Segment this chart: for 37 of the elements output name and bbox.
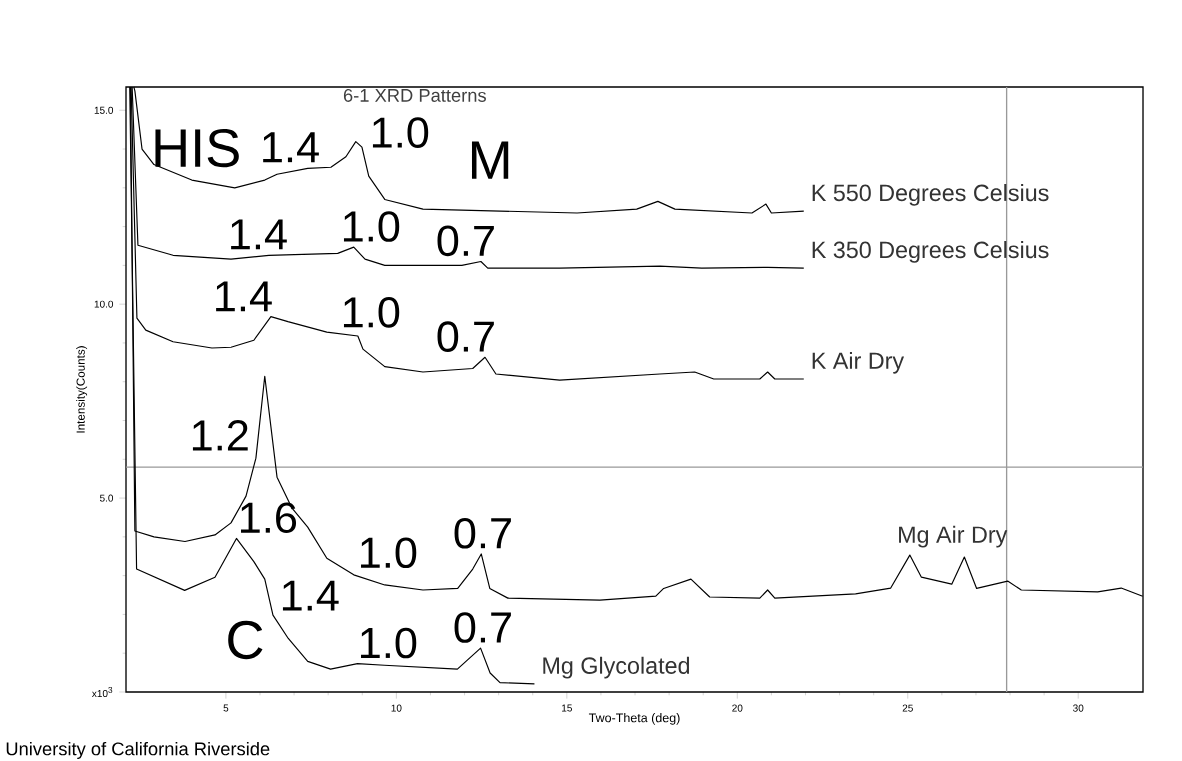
y-axis-title: Intensity(Counts) [76, 346, 88, 433]
annotation: 1.0 [372, 117, 429, 148]
y-tick-label: 10.0 [94, 300, 114, 308]
annotation: 0.7 [437, 321, 494, 352]
annotation: 1.6 [241, 502, 297, 534]
x-tick-label: 20 [732, 704, 743, 712]
series-label: K Air Dry [812, 351, 905, 374]
y-tick-label: x10$^{3}$ [91, 686, 113, 698]
annotation: 0.7 [454, 517, 511, 549]
series-label: K 350 Degrees Celsius [812, 241, 1049, 263]
chart-title: 6-1 XRD Patterns [343, 88, 486, 102]
annotation: M [471, 141, 509, 179]
annotation: 1.0 [361, 627, 417, 659]
x-tick-label: 5 [223, 704, 229, 712]
annotation: 0.7 [437, 225, 494, 257]
annotation: 1.0 [361, 537, 417, 569]
annotation: 1.4 [282, 580, 339, 611]
x-axis-title: Two-Theta (deg) [588, 713, 680, 725]
annotation: 1.4 [231, 219, 287, 250]
x-tick-label: 30 [1073, 704, 1084, 712]
annotation: 1.2 [192, 420, 248, 451]
annotation: 1.4 [263, 132, 319, 163]
series-label: Mg Glycolated [543, 656, 690, 679]
annotation: 1.0 [343, 211, 400, 242]
annotation: C [228, 620, 263, 660]
text: University of California Riverside [6, 741, 270, 759]
series-label: K 550 Degrees Celsius [812, 184, 1049, 206]
x-tick-label: 15 [562, 704, 572, 712]
series-label: Mg Air Dry [899, 525, 1008, 548]
annotation: 1.0 [343, 297, 400, 328]
y-tick-label: 5.0 [99, 494, 114, 502]
annotation: 0.7 [454, 612, 511, 643]
x-tick-label: 10 [391, 704, 402, 712]
x-tick-label: 25 [902, 704, 913, 712]
annotation: 1.4 [216, 281, 272, 312]
annotation: HIS [155, 128, 239, 168]
y-tick-label: 15.0 [94, 106, 114, 114]
